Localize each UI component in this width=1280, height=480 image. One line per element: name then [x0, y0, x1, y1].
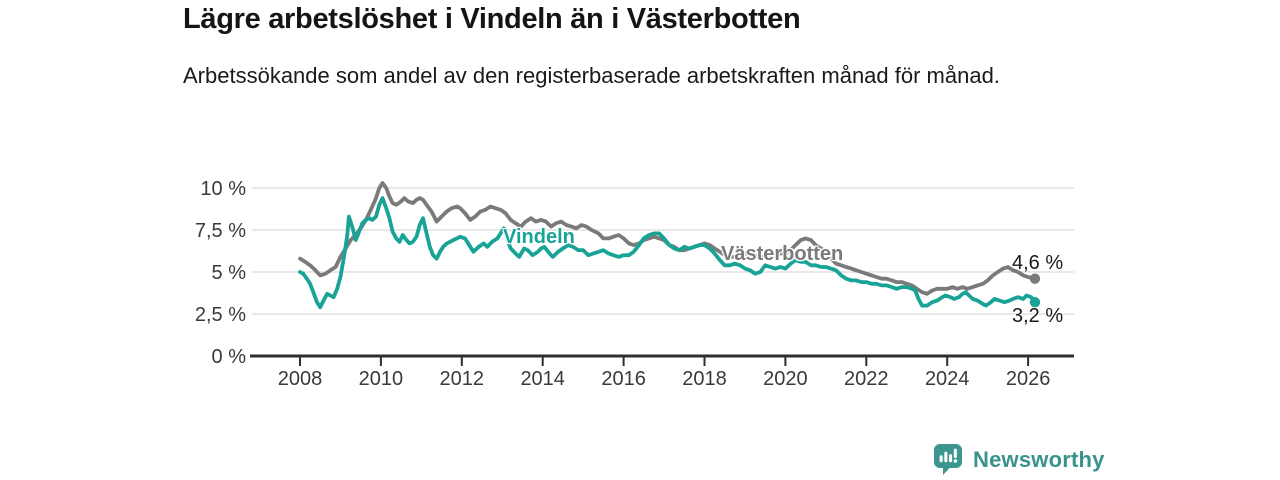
- series-label-vindeln: Vindeln: [503, 226, 575, 248]
- y-axis-label: 10 %: [200, 178, 246, 200]
- y-axis-label: 2,5 %: [195, 304, 246, 326]
- newsworthy-logo-icon: [934, 444, 962, 475]
- chart-subtitle: Arbetssökande som andel av den registerb…: [183, 63, 1000, 88]
- x-axis-label: 2020: [763, 368, 808, 390]
- series-label-vasterbotten: Västerbotten: [721, 243, 844, 265]
- x-axis-label: 2008: [278, 368, 323, 390]
- y-axis-label: 7,5 %: [195, 220, 246, 242]
- x-axis-label: 2012: [440, 368, 485, 390]
- brand-logo: Newsworthy: [934, 444, 1105, 475]
- y-axis-label: 0 %: [212, 346, 247, 368]
- end-value-label-vasterbotten: 4,6 %: [1012, 252, 1064, 274]
- y-axis-label: 5 %: [212, 262, 247, 284]
- series-line-0: [298, 196, 1037, 310]
- page-title: Lägre arbetslöshet i Vindeln än i Väster…: [183, 3, 801, 35]
- series-line-1: [298, 181, 1037, 296]
- x-axis-label: 2018: [682, 368, 727, 390]
- x-axis-label: 2022: [844, 368, 889, 390]
- x-axis-label: 2016: [601, 368, 646, 390]
- brand-wordmark: Newsworthy: [973, 446, 1105, 472]
- x-axis-label: 2024: [925, 368, 970, 390]
- series-end-dot-1: [1029, 273, 1041, 284]
- x-axis-label: 2014: [520, 368, 565, 390]
- x-axis-label: 2026: [1006, 368, 1051, 390]
- x-axis-label: 2010: [359, 368, 404, 390]
- series-end-dot-0: [1029, 297, 1041, 308]
- end-value-label-vindeln: 3,2 %: [1012, 305, 1064, 327]
